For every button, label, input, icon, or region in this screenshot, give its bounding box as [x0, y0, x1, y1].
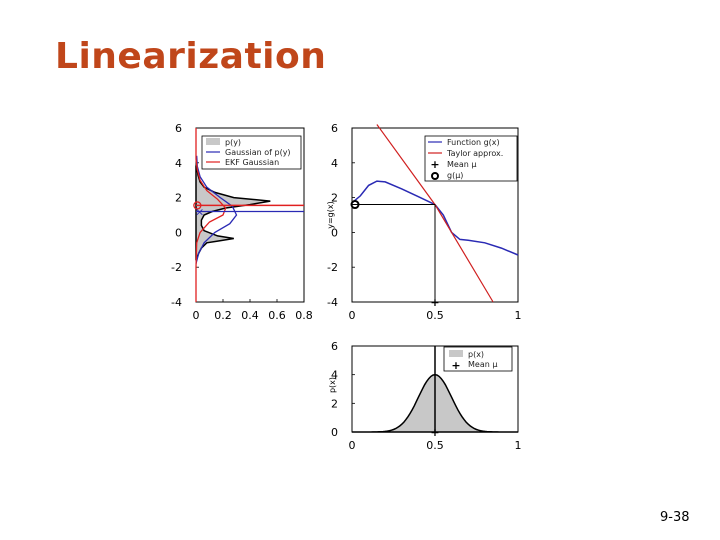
top-right-ytick-label-0: -4 [327, 296, 338, 309]
left-ytick-label-0: -4 [171, 296, 182, 309]
bottom-right-xtick-label-0: 0 [349, 439, 356, 452]
bottom-right-mean-marker: + [430, 426, 439, 439]
legend-item-mean: Mean μ [447, 160, 476, 169]
top-right-ytick-label-4: 4 [331, 157, 338, 170]
legend-item-taylor: Taylor approx. [446, 149, 503, 158]
left-xtick-label-2: 0.4 [241, 309, 259, 322]
left-ytick-label-5: 6 [175, 122, 182, 135]
top-right-legend: + Function g(x) Taylor approx. Mean μ g(… [424, 135, 518, 182]
top-right-mean-marker: + [430, 296, 439, 309]
left-ekf-line [195, 128, 227, 302]
bottom-right-ytick-label-2: 4 [331, 369, 338, 382]
left-ytick-label-3: 2 [175, 192, 182, 205]
bottom-right-y-ticks: 0 2 4 6 [331, 340, 355, 439]
legend-px-swatch [449, 350, 463, 357]
top-right-gmu-marker [350, 200, 360, 210]
top-right-y-ticks: -4 -2 0 2 4 6 [327, 122, 355, 309]
legend-bottom-mean-swatch: + [451, 359, 460, 372]
slide-title: Linearization [55, 36, 327, 77]
top-right-ytick-label-1: -2 [327, 261, 338, 274]
legend-item-py: p(y) [225, 138, 241, 147]
top-right-ylabel: y=g(x) [326, 201, 335, 229]
legend-item-ekf: EKF Gaussian [225, 158, 279, 167]
bottom-right-legend: + p(x) Mean μ [443, 346, 513, 372]
legend-item-gmu: g(μ) [447, 171, 463, 180]
left-xtick-label-3: 0.6 [268, 309, 286, 322]
left-xtick-label-4: 0.8 [295, 309, 313, 322]
left-ytick-label-1: -2 [171, 261, 182, 274]
legend-gmu-swatch [431, 172, 439, 180]
left-legend: p(y) Gaussian of p(y) EKF Gaussian [201, 135, 302, 170]
left-blue-x-marker: × [195, 206, 204, 219]
legend-item-px: p(x) [468, 350, 484, 359]
left-gaussian-line [195, 155, 238, 264]
top-right-xtick-label-2: 1 [515, 309, 522, 322]
legend-item-gaussian: Gaussian of p(y) [225, 148, 291, 157]
slide-number: 9-38 [660, 510, 690, 525]
left-x-ticks: 0 0.2 0.4 0.6 0.8 [193, 299, 313, 322]
left-xtick-label-1: 0.2 [214, 309, 232, 322]
top-right-ytick-label-3: 2 [331, 192, 338, 205]
legend-mean-swatch: + [430, 158, 439, 171]
bottom-right-ytick-label-0: 0 [331, 426, 338, 439]
top-right-xtick-label-0: 0 [349, 309, 356, 322]
left-red-circle-marker [193, 201, 202, 210]
top-right-ytick-label-2: 0 [331, 226, 338, 239]
top-right-xtick-label-1: 0.5 [426, 309, 444, 322]
bottom-right-ylabel: p(x) [328, 377, 337, 393]
bottom-right-xtick-label-1: 0.5 [426, 439, 444, 452]
legend-item-bottom-mean: Mean μ [468, 360, 497, 369]
bottom-right-ytick-label-3: 6 [331, 340, 338, 353]
legend-py-swatch [206, 138, 220, 145]
legend-item-function: Function g(x) [447, 138, 500, 147]
left-ytick-label-2: 0 [175, 226, 182, 239]
left-ytick-label-4: 4 [175, 157, 182, 170]
bottom-right-xtick-label-2: 1 [515, 439, 522, 452]
bottom-right-panel: 0 2 4 6 0 0.5 1 p(x) + + p(x) Mean μ [328, 340, 522, 452]
top-right-ytick-label-5: 6 [331, 122, 338, 135]
left-panel: -4 -2 0 2 4 6 0 0.2 0.4 0.6 0.8 × p(y) Gaussian o… [171, 122, 313, 322]
left-xtick-label-0: 0 [193, 309, 200, 322]
top-right-x-ticks: 0 0.5 1 [349, 299, 522, 322]
bottom-right-ytick-label-1: 2 [331, 397, 338, 410]
